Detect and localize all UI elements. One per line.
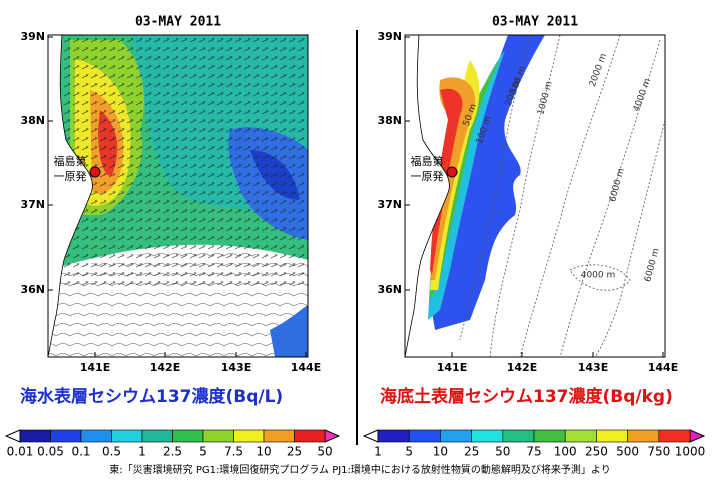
colorbar-label: 250 [585,445,608,459]
lat-label: 37N [20,198,45,211]
colorbar-label: 2.5 [163,445,182,459]
colorbar-label: 0.01 [7,445,34,459]
lat-label: 38N [377,114,402,127]
contour-label: 4000 m [581,271,616,281]
sea-surface-map [48,35,308,357]
colorbar-bin [294,429,326,443]
colorbar-bin [377,429,410,443]
lon-label: 141E [437,361,467,374]
lon-label: 142E [150,361,180,374]
lat-label: 37N [377,198,402,211]
colorbar-arrow [362,429,379,443]
plant-label: 一原発 [411,169,444,183]
lon-label: 144E [291,361,321,374]
colorbar-bin [471,429,504,443]
colorbar-label: 750 [647,445,670,459]
map-frame [404,34,666,358]
plant-label: 福島第 [54,154,87,168]
colorbar-label: 7.5 [224,445,243,459]
lat-label: 39N [377,30,402,43]
colorbar-bin [564,429,597,443]
colorbar-arrow [689,429,706,443]
lon-label: 142E [507,361,537,374]
plant-marker [89,166,101,178]
lon-label: 141E [80,361,110,374]
colorbar-label: 1000 [675,445,706,459]
colorbar-label: 0.05 [37,445,64,459]
colorbar-bin [263,429,295,443]
colorbar-label: 5 [199,445,207,459]
colorbar-bin [111,429,143,443]
colorbar-bin [627,429,660,443]
colorbar-label: 1 [138,445,146,459]
colorbar-arrow [324,429,341,443]
lat-label: 39N [20,30,45,43]
colorbar-bin [440,429,472,443]
colorbar-label: 50 [495,445,510,459]
colorbar-bin [172,429,204,443]
colorbar-bin [502,429,535,443]
lon-label: 143E [578,361,608,374]
seabed-map [405,35,665,357]
colorbar-label: 1 [374,445,382,459]
colorbar-label: 500 [616,445,639,459]
plant-label: 一原発 [54,169,87,183]
source-note: 東:「災害環境研究 PG1:環境回復研究プログラム PJ1:環境中における放射性… [109,463,610,476]
lon-label: 143E [221,361,251,374]
colorbar-bin [202,429,234,443]
lon-label: 144E [648,361,678,374]
colorbar-bin [141,429,173,443]
colorbar-bin [658,429,691,443]
colorbar-bin [19,429,51,443]
colorbar-label: 25 [464,445,479,459]
colorbar-label: 50 [317,445,332,459]
colorbar-bin [533,429,566,443]
colorbar-bin [408,429,441,443]
colorbar-bin [233,429,265,443]
lat-label: 38N [20,114,45,127]
lat-label: 36N [20,283,45,296]
colorbar-bin [80,429,112,443]
lat-label: 36N [377,283,402,296]
panel-caption: 海水表層セシウム137濃度(Bq/L) [20,386,283,407]
colorbar-label: 75 [526,445,541,459]
colorbar-label: 0.5 [102,445,121,459]
colorbar-label: 100 [554,445,577,459]
colorbar-label: 10 [256,445,271,459]
panel-caption: 海底土表層セシウム137濃度(Bq/kg) [380,386,673,407]
map-frame [47,34,309,358]
colorbar-label: 0.1 [71,445,90,459]
colorbar-label: 25 [287,445,302,459]
colorbar-label: 5 [405,445,413,459]
plant-marker [446,166,458,178]
panel-title: 03-MAY 2011 [492,15,578,30]
panel-title: 03-MAY 2011 [135,15,221,30]
colorbar-arrow [4,429,21,443]
colorbar-label: 10 [433,445,448,459]
colorbar-bin [596,429,628,443]
plant-label: 福島第 [411,154,444,168]
colorbar-bin [50,429,82,443]
